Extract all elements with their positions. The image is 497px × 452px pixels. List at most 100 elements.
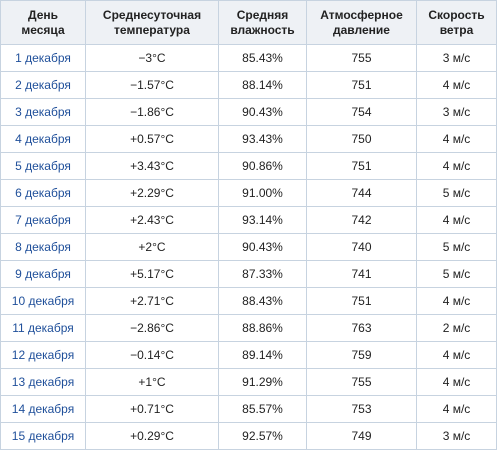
table-row: 4 декабря +0.57°C 93.43% 750 4 м/с — [0, 125, 497, 153]
day-cell: 5 декабря — [0, 152, 86, 180]
table-row: 7 декабря +2.43°C 93.14% 742 4 м/с — [0, 206, 497, 234]
day-cell: 15 декабря — [0, 422, 86, 450]
data-cell: 741 — [306, 260, 417, 288]
data-cell: +1°C — [85, 368, 219, 396]
table-row: 5 декабря +3.43°C 90.86% 751 4 м/с — [0, 152, 497, 180]
data-cell: −1.57°C — [85, 71, 219, 99]
data-cell: 4 м/с — [416, 287, 497, 315]
data-cell: 4 м/с — [416, 125, 497, 153]
data-cell: 759 — [306, 341, 417, 369]
data-cell: 742 — [306, 206, 417, 234]
table-row: 8 декабря +2°C 90.43% 740 5 м/с — [0, 233, 497, 261]
data-cell: 740 — [306, 233, 417, 261]
data-cell: 4 м/с — [416, 206, 497, 234]
table-row: 13 декабря +1°C 91.29% 755 4 м/с — [0, 368, 497, 396]
data-cell: 91.00% — [218, 179, 307, 207]
data-cell: 88.86% — [218, 314, 307, 342]
day-cell: 13 декабря — [0, 368, 86, 396]
data-cell: +0.57°C — [85, 125, 219, 153]
header-cell: День месяца — [0, 0, 86, 45]
data-cell: +3.43°C — [85, 152, 219, 180]
header-cell: Атмосферное давление — [306, 0, 417, 45]
data-cell: 4 м/с — [416, 71, 497, 99]
data-cell: +2.71°C — [85, 287, 219, 315]
table-row: 14 декабря +0.71°C 85.57% 753 4 м/с — [0, 395, 497, 423]
day-cell: 8 декабря — [0, 233, 86, 261]
data-cell: 4 м/с — [416, 341, 497, 369]
data-cell: 93.43% — [218, 125, 307, 153]
day-cell: 11 декабря — [0, 314, 86, 342]
data-cell: 751 — [306, 71, 417, 99]
data-cell: +2.29°C — [85, 179, 219, 207]
data-cell: 2 м/с — [416, 314, 497, 342]
table-body: 1 декабря −3°C 85.43% 755 3 м/с 2 декабря −1.5… — [0, 44, 497, 450]
data-cell: 85.57% — [218, 395, 307, 423]
table-row: 15 декабря +0.29°C 92.57% 749 3 м/с — [0, 422, 497, 450]
table-row: 1 декабря −3°C 85.43% 755 3 м/с — [0, 44, 497, 72]
data-cell: 763 — [306, 314, 417, 342]
day-cell: 1 декабря — [0, 44, 86, 72]
day-cell: 12 декабря — [0, 341, 86, 369]
data-cell: 755 — [306, 44, 417, 72]
day-cell: 6 декабря — [0, 179, 86, 207]
data-cell: 754 — [306, 98, 417, 126]
table-row: 9 декабря +5.17°C 87.33% 741 5 м/с — [0, 260, 497, 288]
table-row: 2 декабря −1.57°C 88.14% 751 4 м/с — [0, 71, 497, 99]
data-cell: −2.86°C — [85, 314, 219, 342]
data-cell: 744 — [306, 179, 417, 207]
data-cell: 90.43% — [218, 233, 307, 261]
data-cell: +0.29°C — [85, 422, 219, 450]
data-cell: 88.14% — [218, 71, 307, 99]
header-cell: Скорость ветра — [416, 0, 497, 45]
table-row: 6 декабря +2.29°C 91.00% 744 5 м/с — [0, 179, 497, 207]
table-row: 3 декабря −1.86°C 90.43% 754 3 м/с — [0, 98, 497, 126]
data-cell: 87.33% — [218, 260, 307, 288]
data-cell: 3 м/с — [416, 422, 497, 450]
day-cell: 2 декабря — [0, 71, 86, 99]
data-cell: +0.71°C — [85, 395, 219, 423]
data-cell: 93.14% — [218, 206, 307, 234]
data-cell: 90.86% — [218, 152, 307, 180]
data-cell: 3 м/с — [416, 98, 497, 126]
data-cell: +2.43°C — [85, 206, 219, 234]
day-cell: 4 декабря — [0, 125, 86, 153]
day-cell: 7 декабря — [0, 206, 86, 234]
data-cell: 91.29% — [218, 368, 307, 396]
data-cell: −1.86°C — [85, 98, 219, 126]
day-cell: 10 декабря — [0, 287, 86, 315]
data-cell: 755 — [306, 368, 417, 396]
data-cell: 751 — [306, 152, 417, 180]
data-cell: 5 м/с — [416, 260, 497, 288]
day-cell: 14 декабря — [0, 395, 86, 423]
table-row: 12 декабря −0.14°C 89.14% 759 4 м/с — [0, 341, 497, 369]
data-cell: 88.43% — [218, 287, 307, 315]
data-cell: −0.14°C — [85, 341, 219, 369]
data-cell: +5.17°C — [85, 260, 219, 288]
table-row: 11 декабря −2.86°C 88.86% 763 2 м/с — [0, 314, 497, 342]
data-cell: 90.43% — [218, 98, 307, 126]
header-cell: Среднесуточная температура — [85, 0, 219, 45]
data-cell: 4 м/с — [416, 395, 497, 423]
data-cell: 4 м/с — [416, 152, 497, 180]
data-cell: 89.14% — [218, 341, 307, 369]
data-cell: 3 м/с — [416, 44, 497, 72]
data-cell: 753 — [306, 395, 417, 423]
table-row: 10 декабря +2.71°C 88.43% 751 4 м/с — [0, 287, 497, 315]
data-cell: 92.57% — [218, 422, 307, 450]
data-cell: 85.43% — [218, 44, 307, 72]
data-cell: +2°C — [85, 233, 219, 261]
day-cell: 9 декабря — [0, 260, 86, 288]
data-cell: 5 м/с — [416, 233, 497, 261]
header-cell: Средняя влажность — [218, 0, 307, 45]
data-cell: 749 — [306, 422, 417, 450]
data-cell: 5 м/с — [416, 179, 497, 207]
header-row: День месяца Среднесуточная температура Сре… — [0, 0, 497, 45]
data-cell: 4 м/с — [416, 368, 497, 396]
data-cell: −3°C — [85, 44, 219, 72]
data-cell: 751 — [306, 287, 417, 315]
day-cell: 3 декабря — [0, 98, 86, 126]
data-cell: 750 — [306, 125, 417, 153]
